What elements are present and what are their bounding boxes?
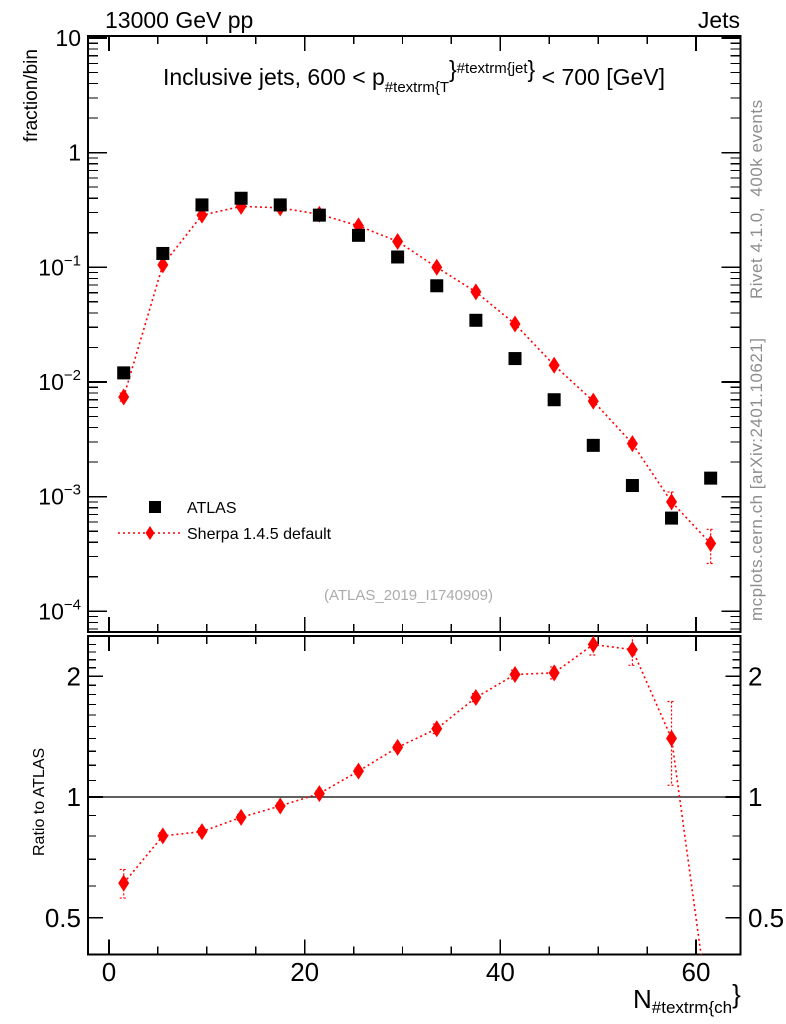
plot-title-brace1: } — [448, 56, 457, 82]
plot-title-subscript: #textrm{T — [384, 79, 449, 96]
sherpa-data-point — [392, 232, 404, 250]
atlas-data-point — [430, 279, 444, 293]
x-tick-label: 40 — [486, 957, 515, 987]
atlas-data-point — [665, 511, 679, 525]
legend-sherpa-marker — [145, 526, 155, 540]
main-y-tick-label: 10 — [55, 25, 81, 51]
ratio-data-point — [352, 762, 364, 780]
analysis-id-watermark: (ATLAS_2019_I1740909) — [324, 587, 494, 604]
sherpa-data-point — [470, 283, 482, 301]
legend-atlas-label: ATLAS — [187, 500, 237, 517]
x-axis-title: N#textrm{ch} — [633, 979, 741, 1017]
axis-ticks — [88, 36, 741, 955]
atlas-data-point — [625, 479, 639, 493]
atlas-data-point — [195, 198, 209, 212]
ratio-data-point — [274, 797, 286, 815]
main-y-tick-label: 10−1 — [38, 252, 81, 280]
sherpa-data-point — [626, 435, 638, 453]
main-y-tick-label: 1 — [68, 140, 81, 166]
ratio-data-point — [431, 720, 443, 738]
ratio-data-point — [705, 1017, 716, 1024]
x-axis-title-base: N — [633, 984, 652, 1014]
atlas-data-point — [234, 191, 248, 205]
ratio-y-tick-label-left: 1 — [67, 782, 81, 812]
panel-frames — [87, 35, 742, 956]
ratio-y-tick-label-left: 2 — [67, 661, 81, 691]
ratio-data-point — [392, 738, 404, 756]
main-y-axis-title: fraction/bin — [21, 49, 42, 142]
plot-title: Inclusive jets, 600 < p#textrm{T}#textrm… — [162, 56, 666, 96]
atlas-data-point — [704, 471, 718, 485]
atlas-data-point — [156, 246, 170, 260]
sherpa-data-point — [118, 388, 130, 406]
sherpa-data-point — [548, 356, 560, 374]
atlas-data-point — [586, 438, 600, 452]
ratio-data-point — [313, 785, 325, 803]
atlas-data-point — [117, 366, 131, 380]
sherpa-data-point — [587, 392, 599, 410]
ratio-y-tick-label-right: 1 — [748, 782, 762, 812]
ratio-data-point — [118, 874, 130, 892]
x-axis-title-brace: } — [732, 979, 741, 1009]
ratio-panel-data — [118, 636, 716, 1024]
ratio-data-point — [666, 729, 678, 747]
atlas-data-point — [391, 250, 405, 264]
sherpa-data-point — [666, 493, 678, 511]
atlas-data-point — [273, 198, 287, 212]
atlas-data-point — [547, 393, 561, 407]
main-panel-data — [117, 191, 718, 565]
main-y-tick-label: 10−3 — [38, 482, 81, 510]
plot-title-post: < 700 [GeV] — [535, 64, 666, 90]
ratio-y-tick-label-right: 0.5 — [748, 903, 784, 933]
atlas-data-point — [469, 313, 483, 327]
ratio-panel-frame — [87, 635, 742, 956]
legend-atlas-marker — [149, 501, 161, 513]
x-axis-title-subscript: #textrm{ch — [651, 998, 733, 1017]
axis-tick-labels: 0 20 40 60 10 1 10−1 10−2 10−3 10−4 0.5 0.5 1 1 2 2 — [38, 25, 784, 987]
x-tick-label: 0 — [102, 957, 116, 987]
sherpa-data-point — [157, 256, 169, 274]
ratio-data-point — [196, 823, 208, 841]
ratio-data-point — [509, 666, 521, 684]
ratio-data-point — [587, 636, 599, 654]
main-y-tick-label: 10−2 — [38, 367, 81, 395]
sherpa-line-ratio — [123, 643, 702, 955]
header-analysis-group: Jets — [697, 7, 740, 33]
x-tick-label: 20 — [290, 957, 319, 987]
ratio-data-point — [235, 808, 247, 826]
x-tick-label: 60 — [682, 957, 711, 987]
atlas-data-point — [312, 208, 326, 222]
rivet-version-text: Rivet 4.1.0, 400k events — [747, 99, 766, 299]
main-y-tick-label: 10−4 — [38, 596, 81, 624]
sherpa-data-point — [431, 258, 443, 276]
ratio-y-tick-label-left: 0.5 — [45, 903, 81, 933]
atlas-data-point — [351, 228, 365, 242]
plot-title-brace2: } — [527, 56, 536, 82]
main-panel-frame — [87, 35, 742, 633]
ratio-data-point — [626, 641, 638, 659]
header-beam-energy: 13000 GeV pp — [105, 7, 254, 33]
ratio-data-point — [548, 664, 560, 682]
plot-title-pre: Inclusive jets, 600 < p — [162, 64, 385, 90]
ratio-y-tick-label-right: 2 — [748, 661, 762, 691]
plot-title-superscript: #textrm{jet — [456, 60, 528, 77]
sherpa-line-main — [122, 205, 712, 545]
sherpa-data-point — [705, 535, 717, 553]
atlas-data-point — [508, 352, 522, 366]
ratio-data-point — [470, 689, 482, 707]
legend: ATLAS Sherpa 1.4.5 default — [118, 500, 332, 543]
sherpa-data-point — [509, 315, 521, 333]
legend-sherpa-label: Sherpa 1.4.5 default — [187, 526, 332, 543]
ratio-data-point — [157, 827, 169, 845]
ratio-y-axis-title: Ratio to ATLAS — [31, 747, 48, 856]
mcplots-reference-text: mcplots.cern.ch [arXiv:2401.10621] — [747, 337, 766, 621]
